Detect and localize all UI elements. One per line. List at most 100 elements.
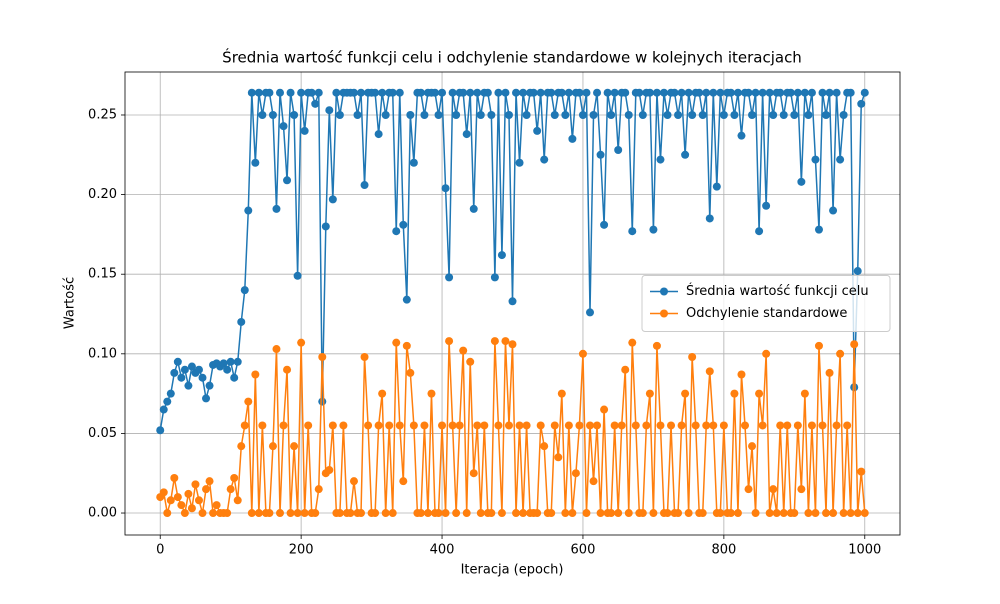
point [814,225,823,234]
x-tick-label: 400 [430,543,455,558]
point [223,365,232,374]
point [769,110,778,119]
point [652,341,661,350]
point [751,509,760,518]
point [187,504,196,513]
point [522,110,531,119]
point [578,349,587,358]
point [744,485,753,494]
point [730,110,739,119]
point [265,88,274,97]
point [286,509,295,518]
point [744,88,753,97]
point [578,110,587,119]
point [705,214,714,223]
point [438,88,447,97]
point [258,110,267,119]
point [268,442,277,451]
point [663,509,672,518]
point [332,88,341,97]
point [328,421,337,430]
point [811,509,820,518]
point [758,88,767,97]
point [184,381,193,390]
point [829,206,838,215]
point [237,442,246,451]
point [434,509,443,518]
point [254,88,263,97]
point [349,88,358,97]
y-tick-label: 0.05 [88,426,117,441]
point [300,126,309,135]
point [667,421,676,430]
point [166,389,175,398]
point [684,509,693,518]
point [575,421,584,430]
point [318,397,327,406]
point [698,110,707,119]
point [748,442,757,451]
point [843,421,852,430]
point [452,110,461,119]
point [177,373,186,382]
point [688,110,697,119]
point [839,509,848,518]
point [420,421,429,430]
point [448,88,457,97]
y-tick-label: 0.15 [88,267,117,282]
point [765,509,774,518]
point [473,421,482,430]
point [297,338,306,347]
point [163,509,172,518]
point [173,357,182,366]
point [733,88,742,97]
point [677,88,686,97]
legend: Średnia wartość funkcji celu Odchylenie s… [641,275,891,332]
point [547,509,556,518]
point [378,88,387,97]
point [385,421,394,430]
chart-title: Średnia wartość funkcji celu i odchyleni… [222,48,802,67]
point [850,383,859,392]
point [416,88,425,97]
point [540,155,549,164]
point [508,340,517,349]
point [797,177,806,186]
point [497,251,506,260]
point [797,485,806,494]
point [519,509,528,518]
point [233,357,242,366]
point [170,474,179,483]
point [466,88,475,97]
point [286,88,295,97]
point [638,110,647,119]
point [297,88,306,97]
point [786,88,795,97]
point [603,88,612,97]
point [716,509,725,518]
point [589,477,598,486]
point [836,349,845,358]
point [857,467,866,476]
x-tick-label: 600 [571,543,596,558]
point [596,150,605,159]
point [205,381,214,390]
point [719,421,728,430]
point [783,421,792,430]
point [177,501,186,510]
point [476,110,485,119]
point [187,362,196,371]
point [508,297,517,306]
point [596,509,605,518]
point [272,345,281,354]
point [445,337,454,346]
x-tick-label: 200 [289,543,314,558]
point [772,509,781,518]
point [822,110,831,119]
point [645,88,654,97]
point [663,110,672,119]
point [452,509,461,518]
point [860,88,869,97]
point [807,421,816,430]
point [268,110,277,119]
